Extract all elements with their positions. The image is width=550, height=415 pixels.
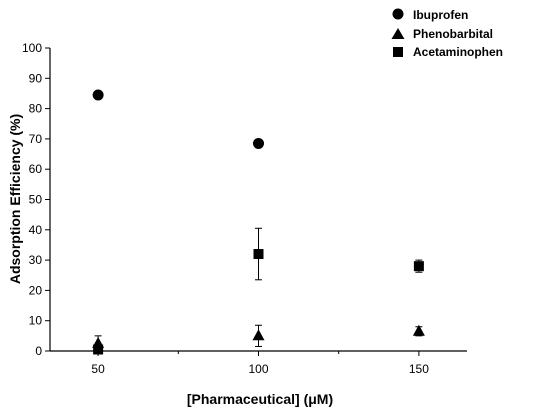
point-ibuprofen	[253, 137, 264, 149]
y-tick-label: 10	[29, 314, 43, 328]
ticks: 0 10 20 30 40 50 60 70 80 90 100 50 100 150	[22, 41, 429, 376]
data-markers	[92, 89, 425, 355]
x-axis-title: [Pharmaceutical] (μM)	[187, 391, 333, 407]
legend-label-ibuprofen: Ibuprofen	[413, 8, 468, 22]
y-tick-label: 60	[29, 162, 43, 176]
legend-label-phenobarbital: Phenobarbital	[413, 27, 493, 41]
legend: Ibuprofen Phenobarbital Acetaminophen	[391, 8, 503, 59]
point-phenobarbital	[412, 324, 425, 336]
point-acetaminophen	[413, 261, 424, 272]
y-tick-label: 90	[29, 71, 43, 85]
point-phenobarbital	[252, 329, 265, 341]
y-tick-label: 50	[29, 193, 43, 207]
y-tick-label: 70	[29, 132, 43, 146]
legend-triangle-marker	[391, 28, 405, 39]
y-tick-label: 20	[29, 283, 43, 297]
y-tick-label: 100	[22, 41, 42, 55]
point-acetaminophen	[93, 344, 104, 355]
legend-item-phenobarbital: Phenobarbital	[391, 27, 493, 41]
legend-circle-marker	[392, 8, 404, 20]
point-ibuprofen	[92, 89, 104, 101]
y-tick-label: 40	[29, 223, 43, 237]
y-axis-title: Adsorption Efficiency (%)	[7, 114, 23, 284]
legend-label-acetaminophen: Acetaminophen	[413, 45, 503, 59]
y-tick-label: 80	[29, 102, 43, 116]
x-tick-label: 100	[248, 362, 268, 376]
axes	[49, 48, 467, 352]
y-tick-label: 30	[29, 253, 43, 267]
legend-square-marker	[393, 47, 403, 57]
legend-item-ibuprofen: Ibuprofen	[392, 8, 468, 22]
x-tick-label: 150	[409, 362, 429, 376]
point-acetaminophen	[253, 249, 264, 260]
y-tick-label: 0	[35, 344, 42, 358]
x-tick-label: 50	[91, 362, 105, 376]
legend-item-acetaminophen: Acetaminophen	[393, 45, 503, 59]
